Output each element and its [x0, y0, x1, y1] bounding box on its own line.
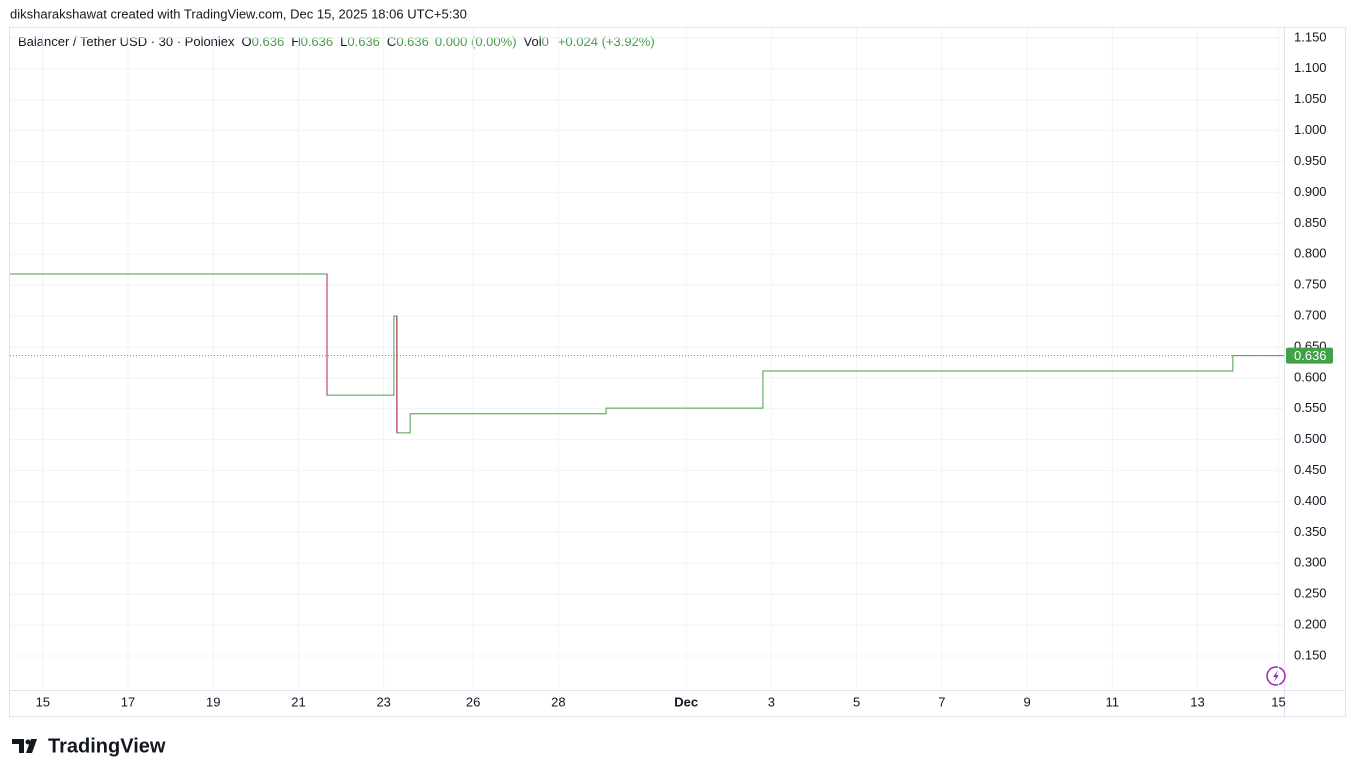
y-tick-label: 0.800 — [1294, 246, 1327, 261]
x-tick-label: 5 — [853, 694, 860, 709]
y-tick-label: 1.050 — [1294, 91, 1327, 106]
volume: 0 — [542, 34, 549, 49]
day-change: +0.024 (+3.92%) — [558, 34, 655, 49]
x-tick-label: 7 — [938, 694, 945, 709]
y-tick-label: 0.350 — [1294, 524, 1327, 539]
x-tick-label: 3 — [768, 694, 775, 709]
y-tick-label: 1.000 — [1294, 122, 1327, 137]
x-tick-label: 26 — [466, 694, 480, 709]
last-price-label: 0.636 — [1294, 348, 1327, 363]
ohlc-label: C — [387, 34, 396, 49]
change: 0.000 (0.00%) — [435, 34, 517, 49]
x-tick-label: 15 — [36, 694, 50, 709]
y-tick-label: 0.550 — [1294, 400, 1327, 415]
y-tick-label: 0.950 — [1294, 153, 1327, 168]
ohlc-label: O — [242, 34, 252, 49]
ohlc-value: 0.636 — [396, 34, 429, 49]
ohlc-value: 0.636 — [252, 34, 285, 49]
y-tick-label: 0.750 — [1294, 277, 1327, 292]
ohlc-value: 0.636 — [347, 34, 380, 49]
x-tick-label: 21 — [291, 694, 305, 709]
ohlc-value: 0.636 — [301, 34, 334, 49]
brand-logo — [12, 739, 37, 753]
x-tick-label: 15 — [1271, 694, 1285, 709]
y-tick-label: 0.600 — [1294, 369, 1327, 384]
y-tick-label: 0.300 — [1294, 555, 1327, 570]
ohlc-label: H — [291, 34, 300, 49]
last-price-badge — [1286, 347, 1333, 364]
x-tick-label: 13 — [1190, 694, 1204, 709]
y-tick-label: 0.250 — [1294, 586, 1327, 601]
y-tick-label: 0.400 — [1294, 493, 1327, 508]
y-tick-label: 0.900 — [1294, 184, 1327, 199]
x-tick-label: 17 — [121, 694, 135, 709]
ohlc-label: L — [340, 34, 347, 49]
x-tick-label: 11 — [1106, 694, 1120, 709]
legend: Balancer / Tether USD · 30 · Poloniex O0.… — [18, 34, 655, 49]
brand-name: TradingView — [48, 735, 166, 757]
attribution: diksharakshawat created with TradingView… — [10, 6, 467, 21]
y-tick-label: 1.150 — [1294, 29, 1327, 44]
y-tick-label: 0.450 — [1294, 462, 1327, 477]
y-tick-label: 0.150 — [1294, 647, 1327, 662]
y-tick-label: 0.500 — [1294, 431, 1327, 446]
symbol: Balancer / Tether USD · 30 · Poloniex — [18, 34, 235, 49]
lightning-icon — [1266, 666, 1286, 686]
x-tick-label: Dec — [674, 694, 698, 709]
y-tick-label: 0.200 — [1294, 617, 1327, 632]
price-line — [10, 273, 1284, 434]
y-tick-label: 1.100 — [1294, 60, 1327, 75]
x-tick-label: 23 — [376, 694, 390, 709]
x-tick-label: 28 — [551, 694, 565, 709]
volume-label: Vol — [524, 34, 542, 49]
legend-text: Balancer / Tether USD · 30 · Poloniex O0.… — [18, 34, 655, 49]
x-tick-label: 19 — [206, 694, 220, 709]
y-tick-label: 0.850 — [1294, 215, 1327, 230]
chart-frame — [9, 27, 1346, 717]
y-tick-label: 0.700 — [1294, 307, 1327, 322]
x-tick-label: 9 — [1023, 694, 1030, 709]
